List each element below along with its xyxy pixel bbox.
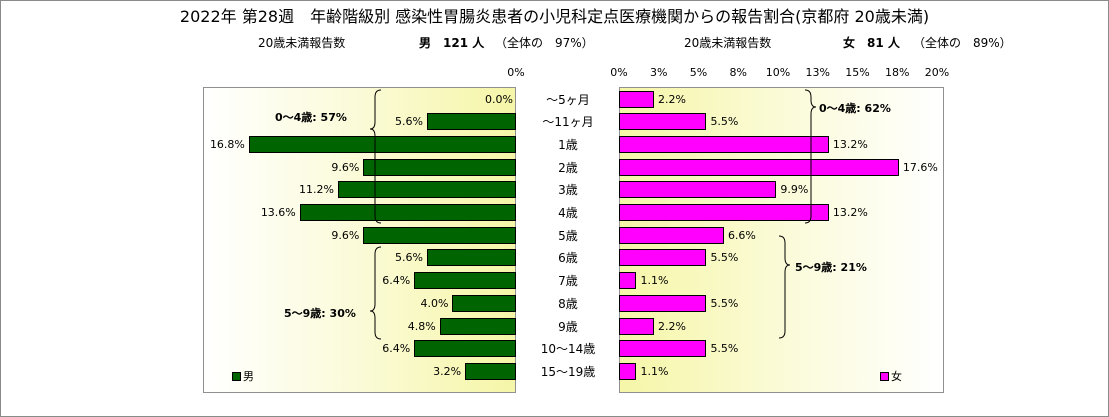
right-axis-tick: 10% (765, 66, 791, 79)
left-axis-tick: 0% (507, 66, 525, 79)
female-bar (619, 113, 707, 131)
male-bar (426, 249, 516, 267)
male-bar (426, 113, 516, 131)
male-bar (363, 226, 516, 244)
male-data-label: 3.2% (433, 364, 462, 378)
male-bar (452, 294, 516, 312)
female-5-9-annotation: 5～9歳: 21% (795, 261, 867, 274)
male-bar (465, 362, 516, 380)
legend-female-label: 女 (891, 370, 902, 383)
category-label: 7歳 (558, 274, 578, 289)
category-label: 3歳 (558, 183, 578, 198)
female-bar (619, 226, 724, 244)
legend-female: 女 (880, 368, 902, 384)
male-bar (248, 135, 516, 153)
female-data-label: 1.1% (640, 274, 669, 288)
right-axis-tick: 13% (805, 66, 830, 79)
male-data-label: 9.6% (331, 228, 360, 242)
category-label: 15～19歳 (540, 364, 596, 379)
male-stats-count: 男 121 人 (419, 36, 485, 50)
category-label: 8歳 (558, 296, 578, 311)
right-axis-tick: 3% (650, 66, 668, 79)
female-bar (619, 90, 654, 108)
category-label: 10～14歳 (540, 342, 596, 357)
male-data-label: 6.4% (382, 342, 411, 356)
legend-male-label: 男 (243, 370, 254, 383)
right-axis-tick: 5% (689, 66, 708, 79)
male-data-label: 6.4% (382, 274, 411, 288)
female-stats-share: （全体の 89%） (913, 36, 1012, 50)
female-data-label: 5.5% (710, 251, 739, 265)
male-data-label: 13.6% (260, 206, 296, 219)
male-stats-label: 20歳未満報告数 (258, 36, 346, 50)
female-data-label: 6.6% (727, 228, 756, 242)
female-bar (619, 181, 777, 199)
female-data-label: 9.9% (780, 183, 809, 197)
male-0-4-annotation: 0～4歳: 57% (275, 111, 347, 124)
female-data-label: 5.5% (710, 296, 739, 310)
female-0-4-annotation: 0～4歳: 62% (819, 102, 891, 115)
right-axis-tick: 8% (729, 66, 747, 79)
female-data-label: 13.2% (832, 206, 868, 219)
female-data-label: 17.6% (902, 160, 938, 174)
male-data-label: 4.0% (420, 296, 449, 310)
male-data-label: 5.6% (395, 115, 423, 129)
right-axis-tick: 15% (845, 66, 870, 79)
female-data-label: 2.2% (657, 92, 686, 106)
male-bar (337, 181, 516, 199)
category-label: 1歳 (558, 137, 578, 152)
category-label: 6歳 (558, 251, 578, 266)
female-data-label: 5.5% (710, 342, 739, 356)
male-data-label: 9.6% (331, 160, 360, 174)
female-stats-label: 20歳未満報告数 (684, 36, 772, 50)
female-data-label: 5.5% (710, 115, 739, 129)
female-data-label: 2.2% (657, 319, 686, 333)
category-label: 2歳 (558, 160, 578, 175)
category-label: 9歳 (558, 319, 578, 334)
male-data-label: 0.0% (485, 92, 513, 106)
male-data-label: 16.8% (209, 137, 245, 151)
female-data-label: 13.2% (832, 137, 868, 151)
legend-male-swatch (232, 371, 241, 381)
legend-female-swatch (880, 371, 889, 381)
right-axis-tick: 20% (924, 66, 950, 79)
female-bar (619, 135, 829, 153)
category-label: ～11ヶ月 (542, 115, 594, 130)
male-data-label: 11.2% (298, 183, 334, 197)
right-axis-tick: 18% (885, 66, 910, 79)
category-label: 5歳 (558, 228, 578, 243)
male-bar (439, 317, 516, 335)
female-bar (619, 158, 899, 176)
male-bar (363, 158, 516, 176)
category-label: ～5ヶ月 (546, 92, 590, 107)
female-bar (619, 340, 707, 358)
male-data-label: 4.8% (407, 319, 436, 333)
male-stats-share: （全体の 97%） (495, 36, 594, 50)
male-bar (414, 272, 516, 290)
female-bar (619, 294, 707, 312)
right-axis-tick: 0% (610, 66, 628, 79)
category-label: 4歳 (558, 206, 578, 220)
female-bar (619, 272, 637, 290)
female-stats-count: 女 81 人 (843, 36, 900, 50)
male-5-9-annotation: 5～9歳: 30% (284, 307, 356, 320)
female-bar (619, 362, 637, 380)
chart-title: 2022年 第28週 年齢階級別 感染性胃腸炎患者の小児科定点医療機関からの報告… (179, 7, 930, 26)
female-bar (619, 249, 707, 267)
male-bar (299, 204, 516, 221)
male-data-label: 5.6% (395, 251, 423, 265)
female-bar (619, 317, 654, 335)
female-data-label: 1.1% (640, 364, 669, 378)
legend-male: 男 (232, 368, 254, 384)
male-bar (414, 340, 516, 358)
female-bar (619, 204, 829, 221)
